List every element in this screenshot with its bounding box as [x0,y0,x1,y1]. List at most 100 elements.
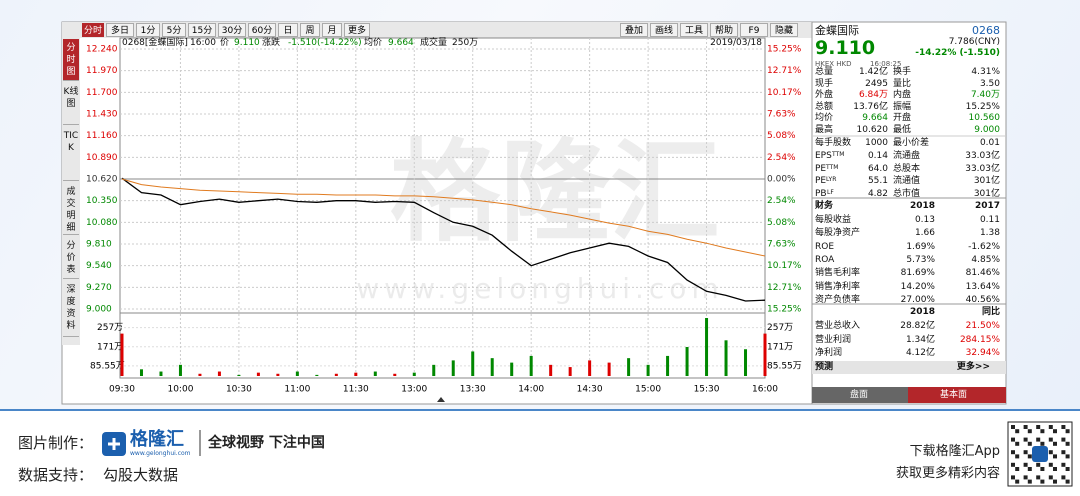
footer-label: 数据支持： [18,466,94,484]
finance-cell: 13.64% [965,281,1000,292]
ratio-value: 64.0 [867,163,888,174]
toolbar-tab[interactable]: 多日 [106,23,134,37]
ratio-value: 33.03亿 [965,163,1000,174]
income-header: 2018 [909,307,935,317]
stock-name: 金蝶国际 [815,24,859,37]
side-tab[interactable]: 分价表 [63,237,79,279]
toolbar-tab[interactable]: 15分 [188,23,216,37]
info-time: 16:00 [190,38,216,48]
y2-tick-label: 2.54% [767,153,796,163]
quote-value: 3.50 [979,78,1000,89]
more-link[interactable]: 更多>> [956,362,990,372]
finance-cell: 0.13 [914,215,935,225]
qr-cell [1036,437,1041,442]
x-tick-label: 09:30 [109,385,135,395]
qr-cell [1036,475,1041,480]
footer-slogan: 全球视野 下注中国 [208,435,325,451]
ratio-sup: TTM [832,151,845,158]
info-vol: 250万 [452,38,479,48]
y-tick-label: 10.080 [86,218,118,228]
quote-label: 最低 [893,124,912,135]
income-label: 净利润 [815,348,843,358]
side-tab[interactable]: 分时图 [63,39,79,81]
qr-cell [1027,429,1032,434]
qr-cell [1061,425,1066,429]
side-tab[interactable]: 成交明细 [63,183,79,235]
panel-tab[interactable]: 盘面 [850,390,869,400]
volume-bar [334,373,338,376]
qr-cell [1023,425,1028,429]
x-tick-label: 16:00 [752,385,778,395]
quote-label: 每手股数 [815,138,852,148]
info-vol-label: 成交量 [420,38,448,48]
toolbar-tab[interactable]: 月 [322,23,342,37]
qr-cell [1040,479,1045,484]
footer-more: 获取更多精彩内容 [895,466,1000,481]
qr-cell [1040,441,1045,446]
quote-label: 外盘 [815,90,834,100]
qr-cell [1011,450,1015,455]
volume-bar [412,372,416,376]
y2-tick-label: 12.71% [767,66,802,76]
tool-button[interactable]: 工具 [680,23,708,37]
finance-cell: ROA [815,254,835,265]
finance-cell: 1.69% [906,241,935,252]
y2-tick-label: 7.63% [767,240,796,250]
qr-cell [1011,437,1015,442]
volume-bar [471,351,475,376]
tool-button[interactable]: 隐藏 [770,23,798,37]
watermark-site: www.gelonghui.com [356,272,723,305]
qr-cell [1065,454,1070,459]
volume-bar [666,355,670,376]
quote-value: 10.620 [856,124,889,135]
quote-label: 开盘 [893,113,912,123]
toolbar-tab[interactable]: 分时 [82,23,104,37]
x-tick-label: 14:30 [577,385,603,395]
toolbar-tab[interactable]: 30分 [218,23,246,37]
qr-cell [1027,479,1032,484]
volume-bar [451,360,455,376]
tool-button[interactable]: F9 [740,23,768,37]
quote-label: 最小价差 [893,138,930,148]
toolbar-tab[interactable]: 日 [278,23,298,37]
toolbar-tab[interactable]: 60分 [248,23,276,37]
qr-cell [1023,475,1028,480]
volume-bar [568,367,572,376]
ratio-value: 4.82 [867,188,888,199]
tool-button[interactable]: 画线 [650,23,678,37]
volume-bar [549,364,553,376]
quote-value: 0.01 [979,138,1000,148]
toolbar-tab[interactable]: 5分 [162,23,186,37]
toolbar-tab[interactable]: 周 [300,23,320,37]
x-tick-label: 11:30 [343,385,369,395]
price-line [121,178,766,257]
qr-cell [1065,467,1070,471]
x-tick-label: 10:30 [226,385,252,395]
qr-cell [1015,467,1020,471]
volume-bar [139,369,143,376]
panel-tab[interactable]: 基本面 [940,390,968,400]
price-line [121,177,766,302]
side-tab[interactable]: 深度资料 [63,281,79,337]
qr-cell [1053,467,1057,471]
ratio-label: 总股本 [893,163,921,174]
finance-cell: 40.56% [965,294,1000,305]
toolbar-tab[interactable]: 更多 [344,23,370,37]
quote-time: 16:08:25 [870,60,902,68]
y-tick-label: 10.350 [86,196,118,206]
side-tab[interactable]: TICK [63,127,79,181]
volume-bar [490,358,494,376]
y2-tick-label: 5.08% [767,218,796,228]
quote-value: 7.40万 [970,90,1000,100]
finance-cell: 81.69% [900,268,935,279]
x-tick-label: 14:00 [518,385,544,395]
toolbar-tab[interactable]: 1分 [136,23,160,37]
income-value: 4.12亿 [905,348,935,358]
side-tab[interactable]: K线图 [63,83,79,125]
tool-button[interactable]: 叠加 [620,23,648,37]
tool-button[interactable]: 帮助 [710,23,738,37]
qr-cell [1036,462,1041,467]
income-label: 营业总收入 [815,321,861,331]
volume-bar [393,373,397,376]
info-change: -1.510(-14.22%) [288,38,362,48]
